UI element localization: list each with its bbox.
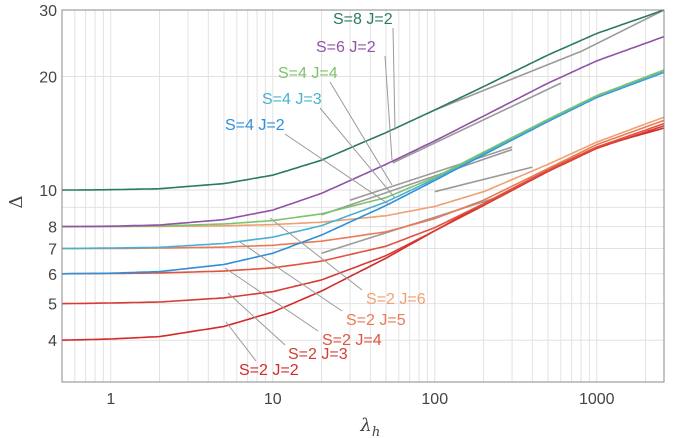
series-line-s-4-j-3 (62, 70, 665, 250)
y-tick-label: 10 (39, 183, 57, 200)
plot-frame (61, 9, 665, 383)
tick-label-layer: 1 10 100 1000 4 5 6 7 8 10 20 30 (39, 3, 614, 408)
series-line-s-4-j-4 (62, 69, 665, 228)
series-line-s-2-j-5 (62, 119, 665, 250)
series-label: S=4 J=2 (225, 117, 285, 134)
series-line-s-2-j-4 (62, 122, 665, 275)
series-line-s-2-j-3 (61, 125, 665, 305)
series-line-s-6-j-2 (62, 35, 665, 228)
leader-line (284, 133, 391, 206)
leader-line (392, 27, 396, 131)
series-label: S=2 J=6 (366, 291, 426, 308)
x-tick-label: 1000 (579, 391, 615, 408)
series-label: S=2 J=2 (239, 362, 299, 379)
x-tick-label: 10 (264, 391, 282, 408)
y-tick-label: 20 (39, 69, 57, 86)
y-tick-label: 6 (48, 267, 57, 284)
asymptote-line (434, 50, 582, 111)
x-axis-label: λh (359, 415, 380, 438)
x-tick-label: 1 (106, 391, 115, 408)
y-tick-label: 30 (39, 3, 57, 20)
leader-line (269, 217, 363, 291)
series-label: S=2 J=3 (288, 346, 348, 363)
series-line-s-8-j-2 (61, 9, 665, 191)
leader-line (227, 292, 286, 346)
curve-layer (61, 9, 665, 341)
asymptote-line (434, 166, 533, 193)
asymptote-line (580, 9, 665, 53)
leader-line (319, 107, 396, 199)
series-label: S=2 J=5 (346, 312, 406, 329)
series-label: S=8 J=2 (333, 11, 393, 28)
y-tick-label: 4 (48, 333, 57, 350)
y-tick-label: 8 (48, 220, 57, 237)
y-tick-label: 7 (48, 242, 57, 259)
asymptote-line (349, 146, 513, 201)
series-label: S=2 J=4 (322, 332, 382, 349)
leader-line-layer (224, 27, 396, 362)
asymptote-line (321, 148, 513, 216)
leader-line (329, 81, 393, 186)
series-line-s-4-j-2 (61, 71, 665, 275)
asymptote-line (392, 82, 562, 164)
series-label: S=4 J=3 (262, 91, 322, 108)
leader-line (225, 321, 257, 362)
series-label: S=6 J=2 (316, 39, 376, 56)
grid-layer (61, 9, 664, 382)
x-tick-label: 100 (421, 391, 448, 408)
y-axis-label: Δ (6, 195, 27, 208)
y-tick-label: 5 (48, 297, 57, 314)
series-label: S=4 J=4 (278, 65, 338, 82)
asymptote-layer (321, 9, 665, 255)
leader-line (384, 55, 393, 161)
leader-line (239, 241, 343, 312)
leader-line (224, 267, 319, 332)
series-label-layer: S=8 J=2 S=6 J=2 S=4 J=4 S=4 J=3 S=4 J=2 S=2 J… (225, 11, 426, 379)
